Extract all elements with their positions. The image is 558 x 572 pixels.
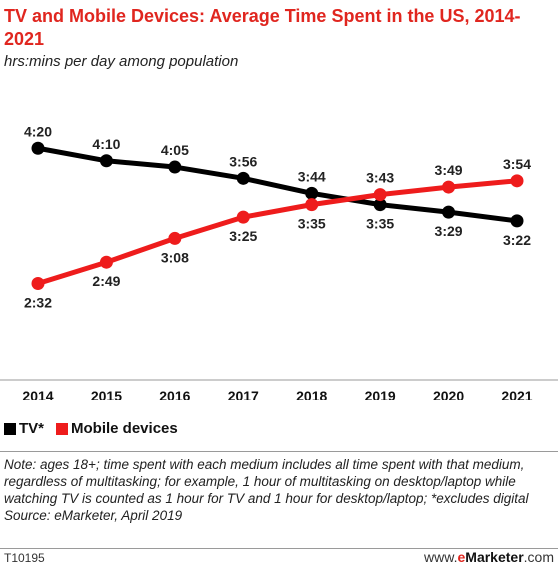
series-line-tv	[37, 145, 518, 224]
series-line-mobile	[37, 178, 518, 286]
data-point-mobile	[373, 188, 387, 202]
data-label-tv: 3:56	[229, 153, 257, 169]
data-label-tv: 3:35	[366, 216, 394, 232]
data-label-tv: 4:10	[92, 136, 120, 152]
data-point-mobile	[236, 210, 250, 224]
x-tick-label: 2019	[365, 388, 396, 400]
x-tick-label: 2020	[433, 388, 464, 400]
legend-item-mobile: Mobile devices	[56, 420, 178, 437]
data-label-mobile: 3:54	[503, 156, 531, 172]
emarketer-brand[interactable]: www.eMarketer.com	[424, 549, 554, 565]
chart-title: TV and Mobile Devices: Average Time Spen…	[4, 6, 521, 49]
data-point-mobile	[31, 276, 45, 290]
data-point-mobile	[168, 231, 182, 245]
data-point-tv	[31, 141, 45, 155]
legend-label-mobile: Mobile devices	[71, 420, 178, 437]
x-tick-label: 2018	[296, 388, 327, 400]
legend-label-tv: TV*	[19, 420, 45, 437]
legend-item-tv: TV*	[4, 420, 44, 437]
data-label-tv: 4:05	[161, 142, 189, 158]
data-label-mobile: 2:32	[24, 294, 52, 310]
x-tick-label: 2021	[501, 388, 532, 400]
footer-divider-top	[0, 451, 558, 452]
footnote-source: Source: eMarketer, April 2019	[4, 508, 183, 523]
data-label-mobile: 3:08	[161, 249, 189, 265]
legend-swatch-mobile	[56, 422, 69, 435]
data-label-mobile: 2:49	[92, 273, 120, 289]
data-point-mobile	[305, 198, 319, 212]
brand-name: Marketer	[465, 549, 524, 565]
data-label-tv: 3:29	[435, 223, 463, 239]
data-label-tv: 3:44	[298, 168, 326, 184]
footnote: Note: ages 18+; time spent with each med…	[4, 456, 552, 524]
data-point-mobile	[510, 174, 524, 188]
footer-divider-bottom	[0, 548, 558, 549]
data-point-tv	[510, 214, 524, 228]
data-point-tv	[305, 186, 319, 200]
data-point-mobile	[442, 180, 456, 194]
chart-legend: TV* Mobile devices	[4, 420, 190, 437]
line-chart: 2014 2015 2016 2017 2018 2019 2020 2021 4:20 4:10…	[0, 123, 558, 400]
data-point-tv	[168, 160, 182, 174]
brand-e: e	[457, 549, 466, 565]
data-label-tv: 3:22	[503, 232, 531, 248]
data-point-tv	[442, 205, 456, 219]
x-tick-label: 2015	[91, 388, 122, 400]
chart-id: T10195	[4, 551, 45, 565]
x-tick-label: 2016	[159, 388, 190, 400]
legend-swatch-tv	[4, 422, 16, 435]
data-label-mobile: 3:35	[298, 216, 326, 232]
data-point-tv	[236, 171, 250, 185]
data-label-mobile: 3:43	[366, 170, 394, 186]
data-point-mobile	[99, 255, 113, 269]
data-point-tv	[99, 154, 113, 168]
data-point-tv	[373, 198, 387, 212]
data-label-mobile: 3:25	[229, 228, 257, 244]
brand-prefix: www.	[424, 549, 458, 565]
x-tick-label: 2017	[228, 388, 259, 400]
brand-suffix: .com	[523, 549, 554, 565]
footnote-note: Note: ages 18+; time spent with each med…	[4, 457, 529, 506]
data-label-tv: 4:20	[24, 123, 52, 139]
x-tick-label: 2014	[22, 388, 53, 400]
data-label-mobile: 3:49	[435, 162, 463, 178]
chart-subtitle: hrs:mins per day among population	[4, 53, 239, 70]
